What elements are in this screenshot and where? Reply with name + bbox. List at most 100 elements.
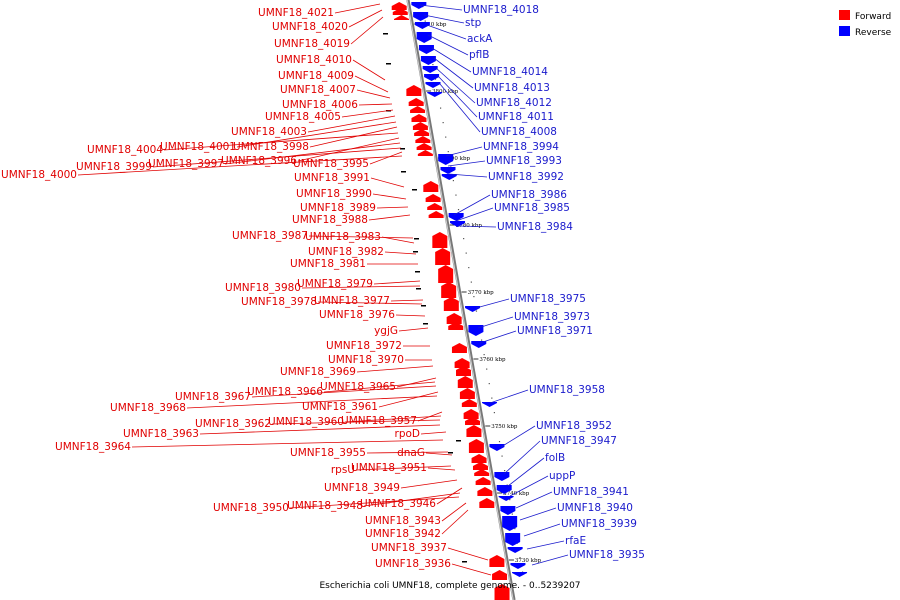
forward-gene-label[interactable]: UMNF18_3977: [314, 295, 390, 307]
reverse-gene-label[interactable]: pflB: [469, 49, 489, 61]
forward-leader-line: [366, 451, 449, 454]
forward-gene-label[interactable]: UMNF18_3980: [225, 282, 301, 294]
reverse-gene-label[interactable]: UMNF18_3984: [497, 221, 573, 233]
forward-gene-label[interactable]: UMNF18_4007: [280, 84, 356, 96]
forward-gene-label[interactable]: UMNF18_4010: [276, 54, 352, 66]
reverse-gene-label[interactable]: UMNF18_3985: [494, 202, 570, 214]
forward-gene-label[interactable]: UMNF18_4020: [272, 21, 348, 33]
tick-label: 3730 kbp: [515, 558, 542, 564]
forward-gene-label[interactable]: UMNF18_3991: [294, 172, 370, 184]
reverse-gene-feature: [450, 221, 466, 227]
forward-gene-label[interactable]: UMNF18_4003: [231, 126, 307, 138]
reverse-gene-label[interactable]: UMNF18_3941: [553, 486, 629, 498]
reverse-gene-label[interactable]: UMNF18_3975: [510, 293, 586, 305]
forward-gene-label[interactable]: UMNF18_3960: [268, 416, 344, 428]
forward-gene-label[interactable]: ygjG: [374, 325, 398, 337]
forward-gene-label[interactable]: UMNF18_4005: [265, 111, 341, 123]
scale-dot: [447, 151, 449, 153]
forward-gene-label[interactable]: UMNF18_3969: [280, 366, 356, 378]
forward-gene-label[interactable]: UMNF18_3982: [308, 246, 384, 258]
reverse-leader-line: [448, 173, 488, 178]
gene-tick: [415, 271, 420, 273]
forward-gene-label[interactable]: UMNF18_3950: [213, 502, 289, 514]
forward-gene-label[interactable]: UMNF18_3976: [319, 309, 395, 321]
forward-gene-label[interactable]: UMNF18_3968: [110, 402, 186, 414]
reverse-gene-label[interactable]: rfaE: [565, 535, 586, 547]
forward-gene-label[interactable]: UMNF18_3962: [195, 418, 271, 430]
reverse-gene-label[interactable]: UMNF18_3940: [557, 502, 633, 514]
forward-gene-label[interactable]: UMNF18_4000: [1, 169, 77, 181]
forward-gene-label[interactable]: UMNF18_3972: [326, 340, 402, 352]
reverse-gene-label[interactable]: UMNF18_4012: [476, 97, 552, 109]
reverse-gene-label[interactable]: stp: [465, 17, 482, 29]
reverse-gene-feature: [440, 167, 456, 174]
forward-gene-label[interactable]: UMNF18_3988: [292, 214, 368, 226]
forward-gene-label[interactable]: UMNF18_4019: [274, 38, 350, 50]
reverse-gene-label[interactable]: UMNF18_4014: [472, 66, 548, 78]
forward-leader-line: [186, 395, 438, 409]
reverse-gene-label[interactable]: UMNF18_3992: [488, 171, 564, 183]
forward-gene-label[interactable]: UMNF18_3946: [360, 498, 436, 510]
forward-gene-label[interactable]: dnaG: [397, 447, 425, 459]
reverse-gene-label[interactable]: UMNF18_4008: [481, 126, 557, 138]
gene-tick: [400, 148, 405, 150]
forward-gene-label[interactable]: UMNF18_3949: [324, 482, 400, 494]
reverse-gene-label[interactable]: UMNF18_4011: [478, 111, 554, 123]
forward-gene-label[interactable]: UMNF18_4001: [160, 141, 236, 153]
forward-gene-label[interactable]: UMNF18_3997: [148, 158, 224, 170]
reverse-gene-label[interactable]: UMNF18_3994: [483, 141, 559, 153]
forward-gene-label[interactable]: UMNF18_3995: [293, 158, 369, 170]
forward-gene-label[interactable]: UMNF18_3967: [175, 391, 251, 403]
forward-gene-label[interactable]: UMNF18_3937: [371, 542, 447, 554]
forward-gene-label[interactable]: UMNF18_3966: [247, 386, 323, 398]
reverse-gene-label[interactable]: UMNF18_3952: [536, 420, 612, 432]
forward-gene-label[interactable]: rpsU: [331, 464, 355, 476]
reverse-gene-label[interactable]: UMNF18_3971: [517, 325, 593, 337]
forward-gene-label[interactable]: UMNF18_3970: [328, 354, 404, 366]
forward-gene-label[interactable]: UMNF18_3948: [287, 500, 363, 512]
forward-gene-label[interactable]: UMNF18_3996: [221, 155, 297, 167]
forward-gene-label[interactable]: UMNF18_3987: [232, 230, 308, 242]
forward-gene-label[interactable]: UMNF18_4009: [278, 70, 354, 82]
forward-gene-feature: [468, 439, 484, 453]
forward-gene-label[interactable]: rpoD: [395, 428, 421, 440]
forward-gene-feature: [417, 150, 433, 156]
forward-gene-label[interactable]: UMNF18_3963: [123, 428, 199, 440]
forward-gene-label[interactable]: UMNF18_3998: [233, 141, 309, 153]
forward-gene-label[interactable]: UMNF18_3957: [341, 415, 417, 427]
forward-gene-label[interactable]: UMNF18_3943: [365, 515, 441, 527]
forward-leader-line: [436, 487, 463, 505]
forward-gene-label[interactable]: UMNF18_3942: [365, 528, 441, 540]
forward-gene-label[interactable]: UMNF18_3978: [241, 296, 317, 308]
reverse-gene-label[interactable]: UMNF18_3986: [491, 189, 567, 201]
reverse-gene-feature: [496, 485, 512, 494]
forward-gene-label[interactable]: UMNF18_3965: [320, 381, 396, 393]
forward-gene-label[interactable]: UMNF18_3981: [290, 258, 366, 270]
forward-gene-label[interactable]: UMNF18_3999: [76, 161, 152, 173]
reverse-gene-label[interactable]: UMNF18_4013: [474, 82, 550, 94]
reverse-gene-label[interactable]: uppP: [549, 470, 575, 482]
forward-gene-label[interactable]: UMNF18_3979: [297, 278, 373, 290]
reverse-gene-label[interactable]: folB: [545, 452, 565, 464]
reverse-gene-label[interactable]: UMNF18_3958: [529, 384, 605, 396]
forward-gene-label[interactable]: UMNF18_3983: [305, 231, 381, 243]
reverse-gene-label[interactable]: ackA: [467, 33, 493, 45]
reverse-gene-label[interactable]: UMNF18_4018: [463, 4, 539, 16]
forward-gene-label[interactable]: UMNF18_3989: [300, 202, 376, 214]
forward-gene-label[interactable]: UMNF18_3961: [302, 401, 378, 413]
reverse-gene-label[interactable]: UMNF18_3935: [569, 549, 645, 561]
reverse-gene-label[interactable]: UMNF18_3939: [561, 518, 637, 530]
forward-gene-label[interactable]: UMNF18_3955: [290, 447, 366, 459]
forward-gene-label[interactable]: UMNF18_3951: [351, 462, 427, 474]
forward-gene-feature: [466, 425, 482, 437]
forward-gene-label[interactable]: UMNF18_3936: [375, 558, 451, 570]
reverse-gene-label[interactable]: UMNF18_3947: [541, 435, 617, 447]
reverse-gene-label[interactable]: UMNF18_3973: [514, 311, 590, 323]
forward-gene-label[interactable]: UMNF18_4004: [87, 144, 163, 156]
forward-gene-label[interactable]: UMNF18_3964: [55, 441, 131, 453]
forward-gene-label[interactable]: UMNF18_4021: [258, 7, 334, 19]
reverse-gene-label[interactable]: UMNF18_3993: [486, 155, 562, 167]
scale-dot: [486, 368, 488, 370]
forward-gene-label[interactable]: UMNF18_4006: [282, 99, 358, 111]
forward-gene-label[interactable]: UMNF18_3990: [296, 188, 372, 200]
